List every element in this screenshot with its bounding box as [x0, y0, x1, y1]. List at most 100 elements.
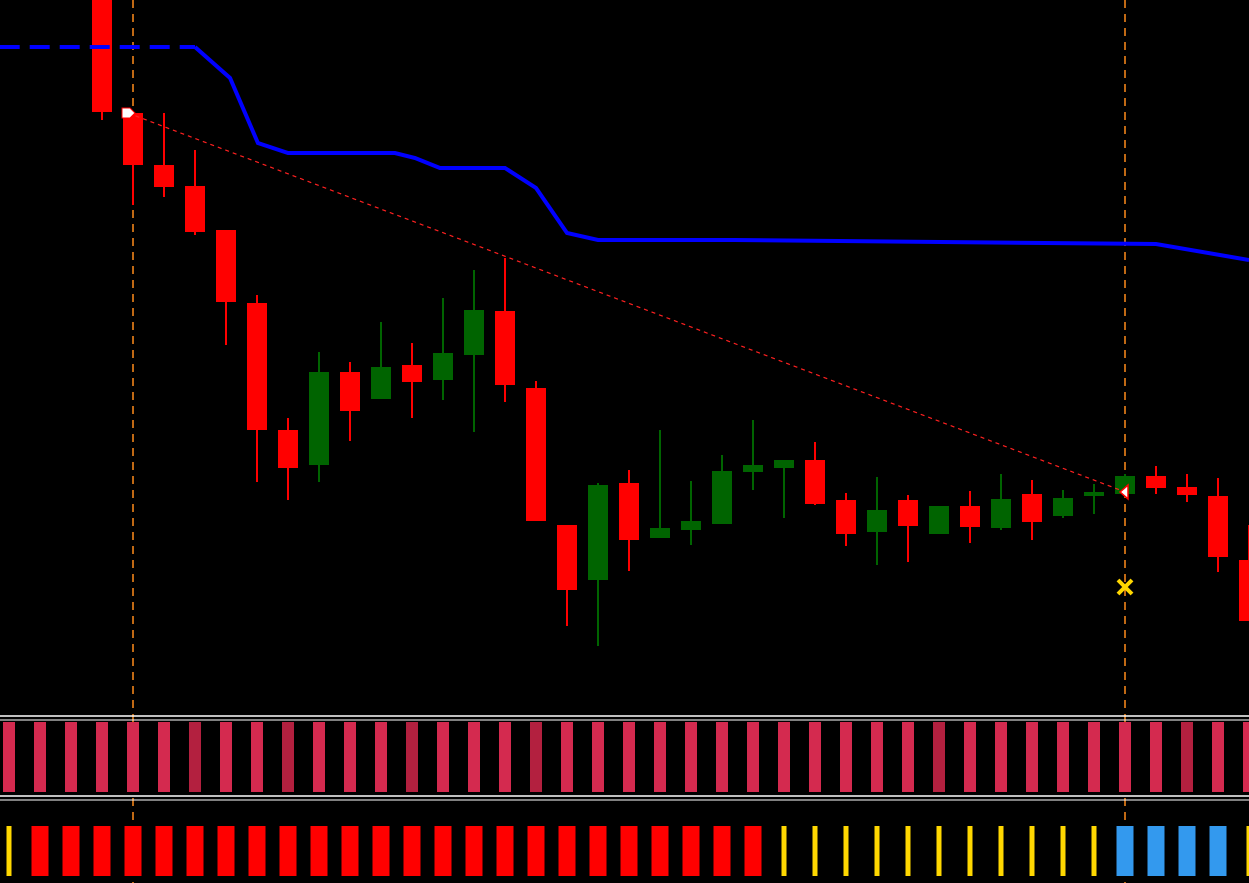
indicator-bar [716, 722, 728, 792]
indicator-bar [1246, 826, 1249, 876]
indicator-bar [406, 722, 418, 792]
candle-body [278, 430, 298, 468]
indicator-bar [251, 722, 263, 792]
indicator-bar [589, 826, 607, 876]
indicator-bar [964, 722, 976, 792]
candle-body [1022, 494, 1042, 522]
indicator-bar [747, 722, 759, 792]
indicator-panel-1 [3, 722, 1249, 792]
candle-body [526, 388, 546, 521]
indicator-bar [189, 722, 201, 792]
indicator-bar [93, 826, 111, 876]
candle-body [309, 372, 329, 465]
indicator-bar [31, 826, 49, 876]
indicator-bar [713, 826, 731, 876]
indicator-bar [155, 826, 173, 876]
indicator-bar [1212, 722, 1224, 792]
candle-body [92, 0, 112, 112]
candle-body [712, 471, 732, 524]
indicator-bar [96, 722, 108, 792]
indicator-panel-2 [6, 826, 1249, 876]
indicator-bar [1119, 722, 1131, 792]
candle-body [898, 500, 918, 526]
indicator-bar [34, 722, 46, 792]
indicator-bar [778, 722, 790, 792]
indicator-bar [1209, 826, 1227, 876]
candle-body [1115, 476, 1135, 494]
indicator-bar [403, 826, 421, 876]
indicator-bar [682, 826, 700, 876]
indicator-bar [623, 722, 635, 792]
indicator-bar [620, 826, 638, 876]
indicator-bar [998, 826, 1004, 876]
indicator-bar [62, 826, 80, 876]
indicator-bar [558, 826, 576, 876]
candle-body [340, 372, 360, 411]
indicator-bar [3, 722, 15, 792]
indicator-bar [530, 722, 542, 792]
indicator-bar [967, 826, 973, 876]
indicator-line [127, 112, 1121, 491]
candle-body [805, 460, 825, 504]
cross-marker [1116, 578, 1134, 596]
indicator-bar [651, 826, 669, 876]
candle-body [1146, 476, 1166, 488]
indicator-bar [1057, 722, 1069, 792]
arrow-marker [121, 107, 136, 119]
candle-body [216, 230, 236, 302]
indicator-bar [375, 722, 387, 792]
indicator-line [193, 45, 1249, 262]
indicator-bar [933, 722, 945, 792]
candle-body [185, 186, 205, 232]
indicator-bar [468, 722, 480, 792]
indicator-bar [1116, 826, 1134, 876]
candle-body [1084, 492, 1104, 496]
indicator-bar [1150, 722, 1162, 792]
candle-body [433, 353, 453, 380]
indicator-bar [124, 826, 142, 876]
indicator-bar [1026, 722, 1038, 792]
candle-body [1053, 498, 1073, 516]
indicator-bar [995, 722, 1007, 792]
candle-body [402, 365, 422, 382]
indicator-bar [186, 826, 204, 876]
indicator-bar [809, 722, 821, 792]
indicator-bar [499, 722, 511, 792]
indicator-bar [341, 826, 359, 876]
indicator-bar [1181, 722, 1193, 792]
indicator-bar [217, 826, 235, 876]
indicator-bar [812, 826, 818, 876]
indicator-bar [781, 826, 787, 876]
indicator-bar [127, 722, 139, 792]
indicator-bar [1088, 722, 1100, 792]
candle-body [743, 465, 763, 472]
indicator-bar [527, 826, 545, 876]
indicator-bar [685, 722, 697, 792]
candle-body [557, 525, 577, 590]
indicator-bar [902, 722, 914, 792]
indicator-bar [592, 722, 604, 792]
indicator-bar [313, 722, 325, 792]
candle-body [960, 506, 980, 527]
candle-body [774, 460, 794, 468]
candle-body [588, 485, 608, 580]
indicator-bar [248, 826, 266, 876]
indicator-bar [282, 722, 294, 792]
indicator-bar [465, 826, 483, 876]
indicator-bar [905, 826, 911, 876]
indicator-bar [1029, 826, 1035, 876]
candle-body [619, 483, 639, 540]
candle-body [1208, 496, 1228, 557]
overlay [1116, 578, 1134, 596]
indicator-bar [496, 826, 514, 876]
candle-body [123, 113, 143, 165]
indicator-bar [372, 826, 390, 876]
indicator-bar [65, 722, 77, 792]
indicator-bar [310, 826, 328, 876]
candle-body [836, 500, 856, 534]
indicator-bar [1147, 826, 1165, 876]
candle-body [991, 499, 1011, 528]
candle-body [1177, 487, 1197, 495]
